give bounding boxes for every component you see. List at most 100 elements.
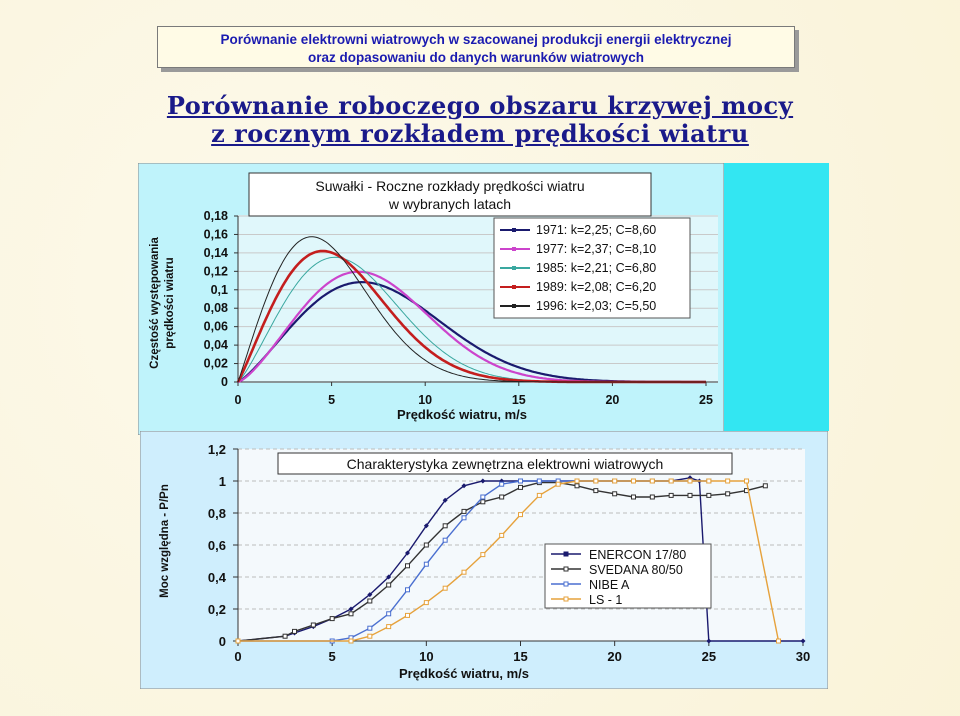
chart2-data-point xyxy=(461,483,467,489)
chart2-y-tick-label: 1 xyxy=(219,474,226,489)
chart2-data-point xyxy=(386,582,392,588)
chart2-data-point xyxy=(423,523,429,529)
chart2-y-tick-label: 0,4 xyxy=(208,570,227,585)
chart1-legend-marker xyxy=(512,266,516,270)
chart2-title: Charakterystyka zewnętrzna elektrowni wi… xyxy=(347,456,664,472)
chart2-data-point xyxy=(348,606,354,612)
banner-line-2: oraz dopasowaniu do danych warunków wiat… xyxy=(307,50,645,65)
chart2-legend-marker xyxy=(563,566,569,572)
chart2-data-point xyxy=(423,561,429,567)
title-line-2: z rocznym rozkładem prędkości wiatru xyxy=(211,119,749,148)
chart2-x-axis-label: Prędkość wiatru, m/s xyxy=(399,666,529,681)
chart2-y-tick-label: 0,2 xyxy=(208,602,226,617)
chart2-data-point xyxy=(480,494,486,500)
chart1-legend-label: 1977: k=2,37; C=8,10 xyxy=(536,242,656,256)
chart1-x-tick-label: 0 xyxy=(235,393,242,407)
chart1-y-tick-label: 0,16 xyxy=(204,227,228,241)
chart2-legend-label: LS - 1 xyxy=(589,593,622,607)
chart2-data-point xyxy=(405,563,410,569)
chart2-data-point xyxy=(405,550,410,556)
chart1-y-tick-label: 0,06 xyxy=(204,320,228,334)
chart2-data-point xyxy=(461,515,467,521)
chart2-data-point xyxy=(423,600,429,606)
chart2-x-tick-label: 10 xyxy=(419,649,433,664)
chart1-y-tick-label: 0,08 xyxy=(204,301,228,315)
chart2-data-point xyxy=(574,483,580,489)
chart2-data-point xyxy=(282,633,288,639)
chart1-legend-label: 1989: k=2,08; C=6,20 xyxy=(536,280,656,294)
chart2-data-point xyxy=(499,532,505,538)
chart2-legend-marker xyxy=(563,551,569,557)
chart2-x-tick-label: 30 xyxy=(796,649,810,664)
chart1-legend-marker xyxy=(512,228,516,232)
chart2-x-tick-label: 0 xyxy=(234,649,241,664)
chart2-data-point xyxy=(668,478,674,484)
chart2-data-point xyxy=(480,499,486,505)
wind-distribution-chart: 0 0,02 0,04 0,06 0,08 0,1 0,12 0,14 0,16 0,18 0 5 1… xyxy=(138,163,829,435)
chart1-legend-label: 1985: k=2,21; C=6,80 xyxy=(536,261,656,275)
chart1-legend-label: 1971: k=2,25; C=8,60 xyxy=(536,223,656,237)
chart2-title-box xyxy=(277,452,733,475)
chart2-data-point xyxy=(386,574,392,580)
chart1-series-line xyxy=(237,236,706,383)
chart2-data-point xyxy=(292,628,297,634)
title-line-1: Porównanie roboczego obszaru krzywej moc… xyxy=(166,91,794,120)
chart2-data-point xyxy=(367,625,373,631)
chart1-x-tick-label: 15 xyxy=(512,393,526,407)
chart2-data-point xyxy=(442,537,448,543)
chart2-data-point xyxy=(518,484,523,490)
chart1-y-axis-label: Częstość występowania prędkości wiatru xyxy=(149,237,176,369)
chart2-data-point xyxy=(536,478,542,484)
chart1-x-tick-label: 5 xyxy=(328,393,335,407)
chart2-data-point xyxy=(405,587,410,593)
chart1-x-tick-label: 20 xyxy=(605,393,619,407)
chart2-data-point xyxy=(461,508,467,514)
chart2-data-point xyxy=(706,492,712,498)
chart2-data-point xyxy=(499,494,505,500)
chart2-legend-label: ENERCON 17/80 xyxy=(589,548,686,562)
chart1-x-tick-label: 10 xyxy=(418,393,432,407)
chart1-x-axis-label: Prędkość wiatru, m/s xyxy=(397,407,527,422)
chart2-data-point xyxy=(386,624,392,630)
chart1-ylabel-line-1: Częstość występowania xyxy=(149,237,161,369)
chart1-y-tick-label: 0,02 xyxy=(204,357,228,371)
power-curve-chart: 0 0,2 0,4 0,6 0,8 1 1,2 0 5 10 15 20 25 30 Charakter… xyxy=(140,431,828,689)
chart2-data-point xyxy=(348,611,354,617)
chart1-legend-marker xyxy=(512,247,516,251)
chart2-data-point xyxy=(800,638,806,644)
chart2-data-point xyxy=(687,492,693,498)
chart2-data-point xyxy=(442,523,448,529)
chart1-y-tick-label: 0,18 xyxy=(204,209,228,223)
chart2-y-tick-label: 0,8 xyxy=(208,506,226,521)
chart2-data-point xyxy=(706,638,712,644)
chart2-data-point xyxy=(367,592,373,598)
chart1-side-strip xyxy=(724,163,829,431)
chart1-y-tick-label: 0,12 xyxy=(204,264,228,278)
chart2-legend-label: SVEDANA 80/50 xyxy=(589,563,683,577)
chart1-legend-marker xyxy=(512,304,516,308)
chart1-title-line-1: Suwałki - Roczne rozkłady prędkości wiat… xyxy=(315,178,584,194)
chart2-legend-marker xyxy=(563,581,569,587)
chart2-x-tick-label: 20 xyxy=(607,649,621,664)
chart1-legend-marker xyxy=(512,285,516,289)
chart2-data-point xyxy=(744,478,749,484)
chart2-data-point xyxy=(348,638,354,644)
chart2-data-point xyxy=(329,616,335,622)
chart2-data-point xyxy=(574,478,580,484)
chart2-data-point xyxy=(725,478,731,484)
chart1-legend-label: 1996: k=2,03; C=5,50 xyxy=(536,299,656,313)
chart1-y-tick-label: 0,14 xyxy=(204,246,228,260)
chart2-series-line xyxy=(237,481,766,642)
chart2-y-tick-label: 0,6 xyxy=(208,538,226,553)
chart2-legend-label: NIBE A xyxy=(589,578,630,592)
chart2-data-point xyxy=(235,638,241,644)
chart2-data-point xyxy=(649,478,655,484)
chart2-data-point xyxy=(461,569,467,575)
chart2-data-point xyxy=(593,478,599,484)
page-title: Porównanie roboczego obszaru krzywej moc… xyxy=(0,92,960,148)
chart2-data-point xyxy=(631,494,636,500)
chart2-data-point xyxy=(405,612,410,618)
chart2-data-point xyxy=(776,638,782,644)
chart2-data-point xyxy=(555,481,561,487)
chart2-data-point xyxy=(367,633,373,639)
